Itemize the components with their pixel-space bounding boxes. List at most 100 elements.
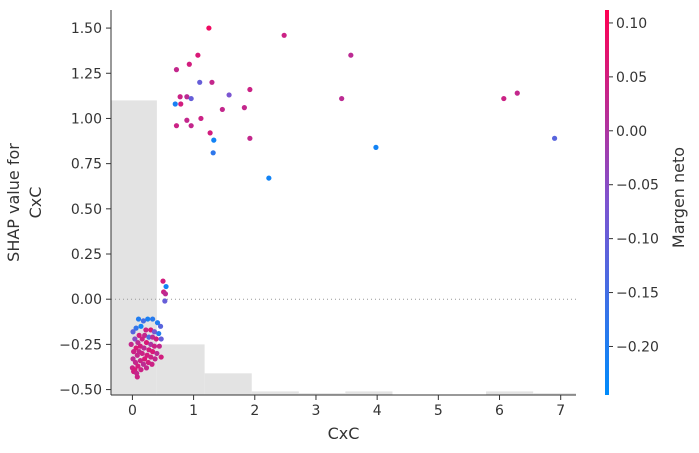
scatter-points [128,25,558,380]
x-tick-label: 5 [434,403,443,419]
data-point [151,329,158,335]
y-tick-label: −0.25 [59,337,102,353]
colorbar-tick-label: 0.05 [616,70,647,86]
data-point [172,101,178,107]
y-tick-label: 1.25 [71,66,102,82]
data-point [173,67,180,73]
histogram-bar [345,391,393,395]
data-point [551,135,558,141]
data-point [209,79,215,85]
y-axis-ticks: −0.50 −0.25 0.00 0.25 0.50 0.75 1.00 1.25 1.50 [59,21,111,399]
data-point [226,92,232,98]
data-point [206,25,212,31]
data-point [219,106,225,113]
colorbar-tick-label: −0.10 [616,232,659,248]
histogram-bar [486,391,534,395]
data-point [266,175,272,181]
y-tick-label: 1.00 [71,111,102,127]
data-point [195,52,201,58]
x-axis-label: CxC [328,424,360,443]
colorbar-tick-label: −0.05 [616,178,659,194]
y-tick-label: 0.75 [71,157,102,173]
data-point [281,32,287,38]
data-point [128,341,134,347]
data-point [184,94,190,100]
data-point [137,358,143,364]
data-point [210,150,216,156]
x-tick-label: 3 [312,403,321,419]
data-point [135,363,141,369]
y-axis-label: SHAP value for CxC [4,143,45,262]
data-point [134,352,140,358]
data-point [142,356,148,362]
data-point [150,316,156,322]
data-point [241,105,247,111]
x-tick-label: 7 [556,403,565,419]
data-point [373,144,379,150]
data-point [153,336,159,342]
histogram-bar [533,393,576,395]
data-point [186,61,192,67]
y-tick-label: 0.00 [71,292,102,308]
data-point [136,332,142,338]
data-point [139,350,145,357]
data-point [157,323,164,329]
colorbar-tick-label: −0.20 [616,339,659,355]
y-tick-label: 0.25 [71,247,102,263]
data-point [207,130,213,136]
histogram-bar [251,391,299,395]
data-point [247,135,253,141]
data-point [133,325,139,331]
data-point [140,318,147,324]
data-point [158,354,164,360]
data-point [143,339,150,346]
x-tick-label: 4 [373,403,382,419]
axes [110,10,576,396]
y-tick-label: −0.50 [59,383,102,399]
data-point [348,52,354,58]
data-point [154,320,161,326]
data-point [188,95,194,102]
data-point [131,349,137,355]
data-point [148,354,154,360]
colorbar-tick-label: 0.00 [616,124,647,140]
data-point [152,356,158,362]
x-tick-label: 1 [189,403,198,419]
colorbar-tick-label: 0.10 [616,16,647,32]
data-point [158,336,164,342]
data-point [135,316,142,322]
y-tick-label: 1.50 [71,21,102,37]
data-point [143,327,149,333]
y-axis-label-line: CxC [26,187,45,219]
data-point [156,343,162,349]
data-point [132,336,138,342]
histogram-bar [156,344,205,395]
data-point [188,123,194,129]
data-point [501,95,507,102]
x-tick-label: 6 [495,403,504,419]
data-point [160,278,166,284]
data-point [162,291,169,297]
data-point [150,349,156,355]
data-point [130,329,136,335]
data-point [146,334,152,340]
data-point [163,283,169,290]
data-point [141,345,147,351]
data-point [151,343,158,349]
data-point [162,298,168,304]
colorbar [605,10,609,395]
data-point [247,86,253,93]
data-point [139,336,145,342]
x-tick-label: 0 [128,403,137,419]
data-point [143,365,150,371]
x-axis-ticks: 0 1 2 3 4 5 6 7 [128,395,565,419]
data-point [339,95,345,102]
histogram-bar [204,373,252,395]
data-point [198,115,204,122]
data-point [173,123,180,129]
data-point [178,101,184,107]
colorbar-ticks: 0.10 0.05 0.00 −0.05 −0.10 −0.15 −0.20 [609,16,659,355]
data-point [184,117,190,123]
data-point [138,323,144,329]
histogram-bar [298,393,346,395]
